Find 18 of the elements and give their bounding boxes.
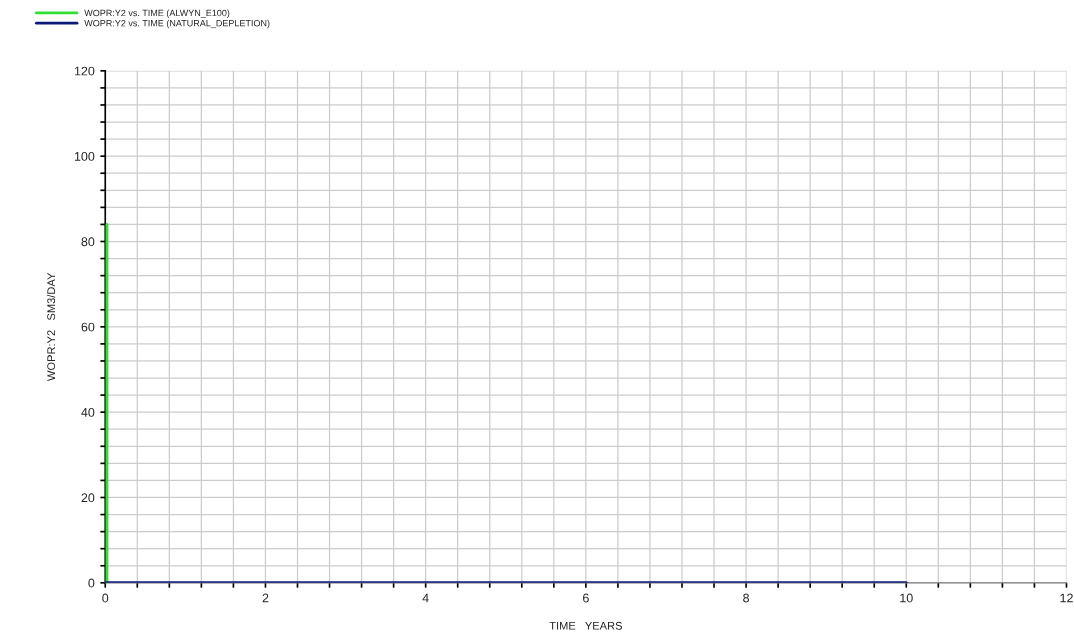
x-axis-title: TIME YEARS [549, 621, 622, 630]
y-tick-label: 100 [74, 151, 95, 161]
y-tick-label: 40 [81, 407, 95, 417]
y-tick-label: 120 [74, 66, 95, 76]
y-tick-label: 80 [81, 237, 95, 247]
y-tick-label: 60 [81, 322, 95, 332]
x-tick-label: 0 [102, 593, 109, 603]
x-tick-label: 12 [1060, 593, 1073, 603]
x-tick-label: 6 [583, 593, 589, 603]
y-axis-title: WOPR:Y2 SM3/DAY [46, 272, 56, 382]
x-tick-label: 2 [262, 593, 269, 603]
legend-label: WOPR:Y2 vs. TIME (ALWYN_E100) [84, 9, 230, 18]
x-tick-label: 8 [743, 593, 749, 603]
x-tick-label: 10 [900, 593, 913, 603]
y-tick-label: 20 [81, 493, 95, 503]
x-tick-label: 4 [422, 593, 429, 603]
legend-label: WOPR:Y2 vs. TIME (NATURAL_DEPLETION) [84, 19, 270, 29]
y-tick-label: 0 [88, 578, 95, 588]
